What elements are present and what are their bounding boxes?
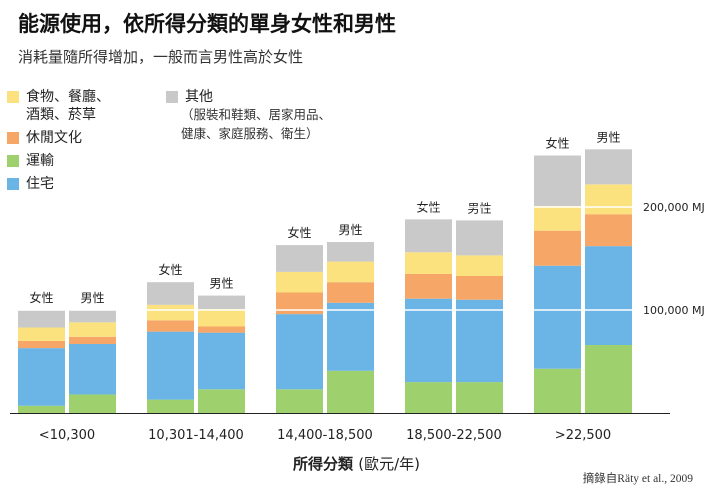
x-tick-label: 10,301-14,400 (148, 428, 244, 443)
bar-segment-food (147, 304, 194, 321)
x-tick-label: <10,300 (39, 428, 95, 443)
x-axis-unit: (歐元/年) (358, 455, 420, 473)
bar-segment-leisure (198, 326, 245, 333)
legend-swatch-housing (7, 178, 19, 190)
bar-group-label: 女性 (545, 136, 569, 151)
legend-note-other: （服裝和鞋類、居家用品、 健康、家庭服務、衛生） (181, 107, 332, 141)
reference-line-label: 200,000 MJ (643, 201, 705, 214)
bar-segment-transport (69, 394, 116, 413)
x-axis-label: 所得分類 (292, 455, 353, 473)
legend-swatch-transport (7, 155, 19, 167)
bar-segment-leisure (585, 214, 632, 247)
bar-segment-food (69, 322, 116, 337)
bar-segment-housing (147, 331, 194, 400)
bar-segment-other (69, 310, 116, 323)
bar-segment-other (18, 310, 65, 328)
bar-group-label: 女性 (287, 225, 311, 240)
legend-item-other: 其他 (166, 88, 213, 106)
bar-segment-housing (327, 302, 374, 371)
bar-segment-transport (534, 368, 581, 413)
bar-segment-leisure (69, 336, 116, 344)
x-tick-label: 18,500-22,500 (406, 428, 502, 443)
bar-segment-food (405, 252, 452, 274)
x-tick-label: 14,400-18,500 (277, 428, 373, 443)
chart-subtitle: 消耗量隨所得增加，一般而言男性高於女性 (18, 48, 304, 66)
bar-segment-food (198, 308, 245, 327)
legend-item-food: 食物、餐廳、 酒類、菸草 (7, 88, 110, 124)
bar-segment-transport (327, 370, 374, 413)
bar-group-label: 男性 (467, 201, 491, 215)
bar-group-label: 男性 (209, 277, 233, 291)
bar-segment-housing (534, 265, 581, 369)
source-credit: 摘錄自Räty et al., 2009 (582, 473, 693, 485)
bar-segment-other (534, 155, 581, 206)
bar-segment-housing (18, 348, 65, 406)
bar-segment-other (147, 282, 194, 305)
bar-segment-transport (276, 389, 323, 413)
bar-group-label: 男性 (596, 130, 620, 144)
bar-segment-other (585, 149, 632, 185)
bar-group-label: 男性 (80, 291, 104, 305)
bar-segment-transport (456, 382, 503, 413)
bar-segment-transport (147, 399, 194, 413)
bar-segment-food (585, 184, 632, 215)
bar-segment-housing (276, 314, 323, 390)
bar-segment-leisure (147, 320, 194, 332)
bar-segment-other (456, 220, 503, 256)
legend-swatch-other (166, 91, 178, 103)
bar-segment-transport (18, 405, 65, 413)
legend-label-transport: 運輸 (26, 153, 54, 169)
legend-swatch-food (7, 91, 19, 103)
bar-group-label: 女性 (29, 290, 53, 305)
bar-segment-leisure (327, 282, 374, 303)
bar-segment-food (534, 205, 581, 231)
bar-segment-leisure (405, 273, 452, 299)
x-tick-label: >22,500 (555, 428, 611, 443)
bar-segment-housing (69, 343, 116, 395)
bar-segment-other (198, 295, 245, 309)
bar-segment-leisure (276, 292, 323, 315)
bar-segment-housing (198, 332, 245, 390)
bar-segment-transport (405, 382, 452, 413)
bar-segment-housing (405, 298, 452, 383)
bar-segment-food (18, 327, 65, 341)
chart-title: 能源使用，依所得分類的單身女性和男性 (18, 12, 396, 36)
bar-group-label: 女性 (158, 262, 182, 277)
legend-label-leisure: 休閒文化 (26, 130, 82, 146)
legend-item-housing: 住宅 (7, 175, 54, 193)
x-axis-title: 所得分類 (歐元/年) (0, 453, 713, 474)
legend-label-other: 其他 (185, 89, 213, 105)
legend-item-leisure: 休閒文化 (7, 129, 82, 147)
bar-segment-housing (456, 299, 503, 383)
bar-segment-food (456, 255, 503, 277)
bar-segment-transport (585, 345, 632, 413)
bar-segment-housing (585, 246, 632, 346)
bar-segment-other (405, 219, 452, 253)
bar-segment-leisure (534, 230, 581, 266)
legend-label-food: 食物、餐廳、 酒類、菸草 (26, 89, 110, 123)
legend-item-transport: 運輸 (7, 152, 54, 170)
bar-segment-other (276, 245, 323, 272)
legend-label-housing: 住宅 (26, 176, 54, 192)
bar-group-label: 男性 (338, 223, 362, 237)
legend-swatch-leisure (7, 132, 19, 144)
bar-segment-other (327, 242, 374, 262)
bar-segment-leisure (456, 276, 503, 300)
bar-segment-food (276, 271, 323, 293)
reference-line-label: 100,000 MJ (643, 304, 705, 317)
bar-segment-transport (198, 389, 245, 413)
bar-segment-leisure (18, 340, 65, 349)
bar-segment-food (327, 261, 374, 283)
